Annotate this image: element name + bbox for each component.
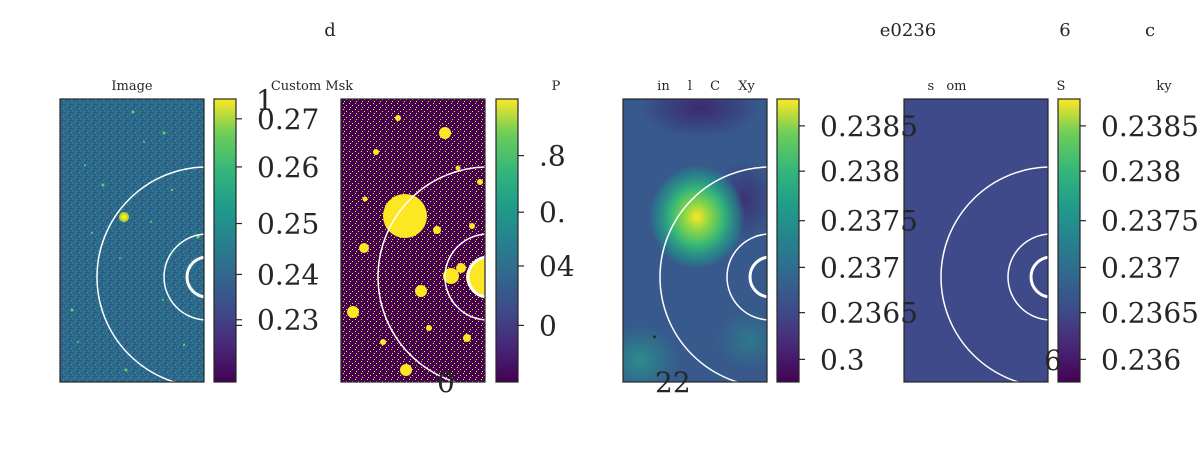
colorbar-4-tick-label: 0.237 bbox=[1101, 251, 1181, 284]
colorbar-4-tick-label: 0.2375 bbox=[1101, 205, 1199, 238]
colorbar-1-tick-label: 0.27 bbox=[257, 103, 319, 136]
colorbar-1-tick-label: 0.26 bbox=[257, 151, 319, 184]
colorbar-4 bbox=[1057, 98, 1081, 383]
colorbar-ticks: 0.27 0.26 0.25 0.24 0.23 .8 0. 04 0 0.2385 0.238 0.… bbox=[236, 103, 1199, 376]
panel-4-frame bbox=[903, 98, 1049, 383]
colorbar-4-tick-label: 0.238 bbox=[1101, 155, 1181, 188]
suptitle-4: c bbox=[1145, 20, 1155, 41]
colorbar-2 bbox=[495, 98, 519, 383]
panel-1-frame bbox=[59, 98, 205, 383]
panel-2-colorbar-title: P bbox=[552, 79, 561, 94]
panel-1-rings bbox=[96, 166, 204, 382]
panel-4-colorbar-title: S bbox=[1057, 79, 1066, 94]
panel-4-rings bbox=[940, 166, 1048, 382]
colorbar-3-tick-label: 0.237 bbox=[820, 251, 900, 284]
suptitle-3: 6 bbox=[1059, 20, 1070, 41]
panel-4-image bbox=[904, 99, 1048, 382]
colorbar-3-tick-label: 0.238 bbox=[820, 155, 900, 188]
panel-2-rings bbox=[377, 166, 485, 382]
colorbar-1 bbox=[213, 98, 237, 383]
panel-4-extra-title: ky bbox=[1156, 79, 1172, 94]
panel-3-stray-label-dot: . bbox=[651, 319, 658, 344]
colorbar-3-tick-label: 0.3 bbox=[820, 343, 865, 376]
panel-3-stray-label: 22 bbox=[655, 366, 691, 399]
panel-3-title: in l C Xy bbox=[657, 79, 755, 94]
suptitle-2: e0236 bbox=[880, 20, 936, 41]
colorbar-2-tick-label: 0 bbox=[539, 309, 557, 342]
colorbar-4-tick-label: 0.236 bbox=[1101, 343, 1181, 376]
colorbar-3-tick-label: 0.2375 bbox=[820, 205, 918, 238]
colorbar-1-tick-label: 0.25 bbox=[257, 208, 319, 241]
panel-3-image bbox=[623, 99, 767, 382]
colorbar-2-tick-label: .8 bbox=[539, 140, 566, 173]
colorbar-3 bbox=[776, 98, 800, 383]
panel-2-frame bbox=[340, 98, 486, 383]
panel-2-image bbox=[341, 99, 485, 382]
colorbar-4-tick-label: 0.2365 bbox=[1101, 297, 1199, 330]
colorbar-3-tick-label: 0.2365 bbox=[820, 297, 918, 330]
panel-4-stray-label: 6 bbox=[1044, 344, 1062, 377]
panel-2-title: Custom Msk bbox=[271, 79, 353, 94]
panel-1-stray-label: 1 bbox=[256, 84, 274, 117]
colorbar-1-tick-label: 0.24 bbox=[257, 258, 319, 291]
colorbar-4-tick-label: 0.2385 bbox=[1101, 110, 1199, 143]
panel-2-stray-label: 0 bbox=[437, 366, 455, 399]
colorbar-3-tick-label: 0.2385 bbox=[820, 110, 918, 143]
panel-3-frame bbox=[622, 98, 768, 383]
colorbar-2-tick-label: 04 bbox=[539, 250, 575, 283]
panel-1-image bbox=[60, 99, 204, 382]
suptitle-1: d bbox=[324, 20, 336, 41]
colorbar-2-tick-label: 0. bbox=[539, 196, 566, 229]
panel-1-title: Image bbox=[111, 79, 153, 94]
colorbar-1-tick-label: 0.23 bbox=[257, 304, 319, 337]
panel-3-rings bbox=[659, 166, 767, 382]
panel-4-title: s om bbox=[928, 79, 967, 94]
